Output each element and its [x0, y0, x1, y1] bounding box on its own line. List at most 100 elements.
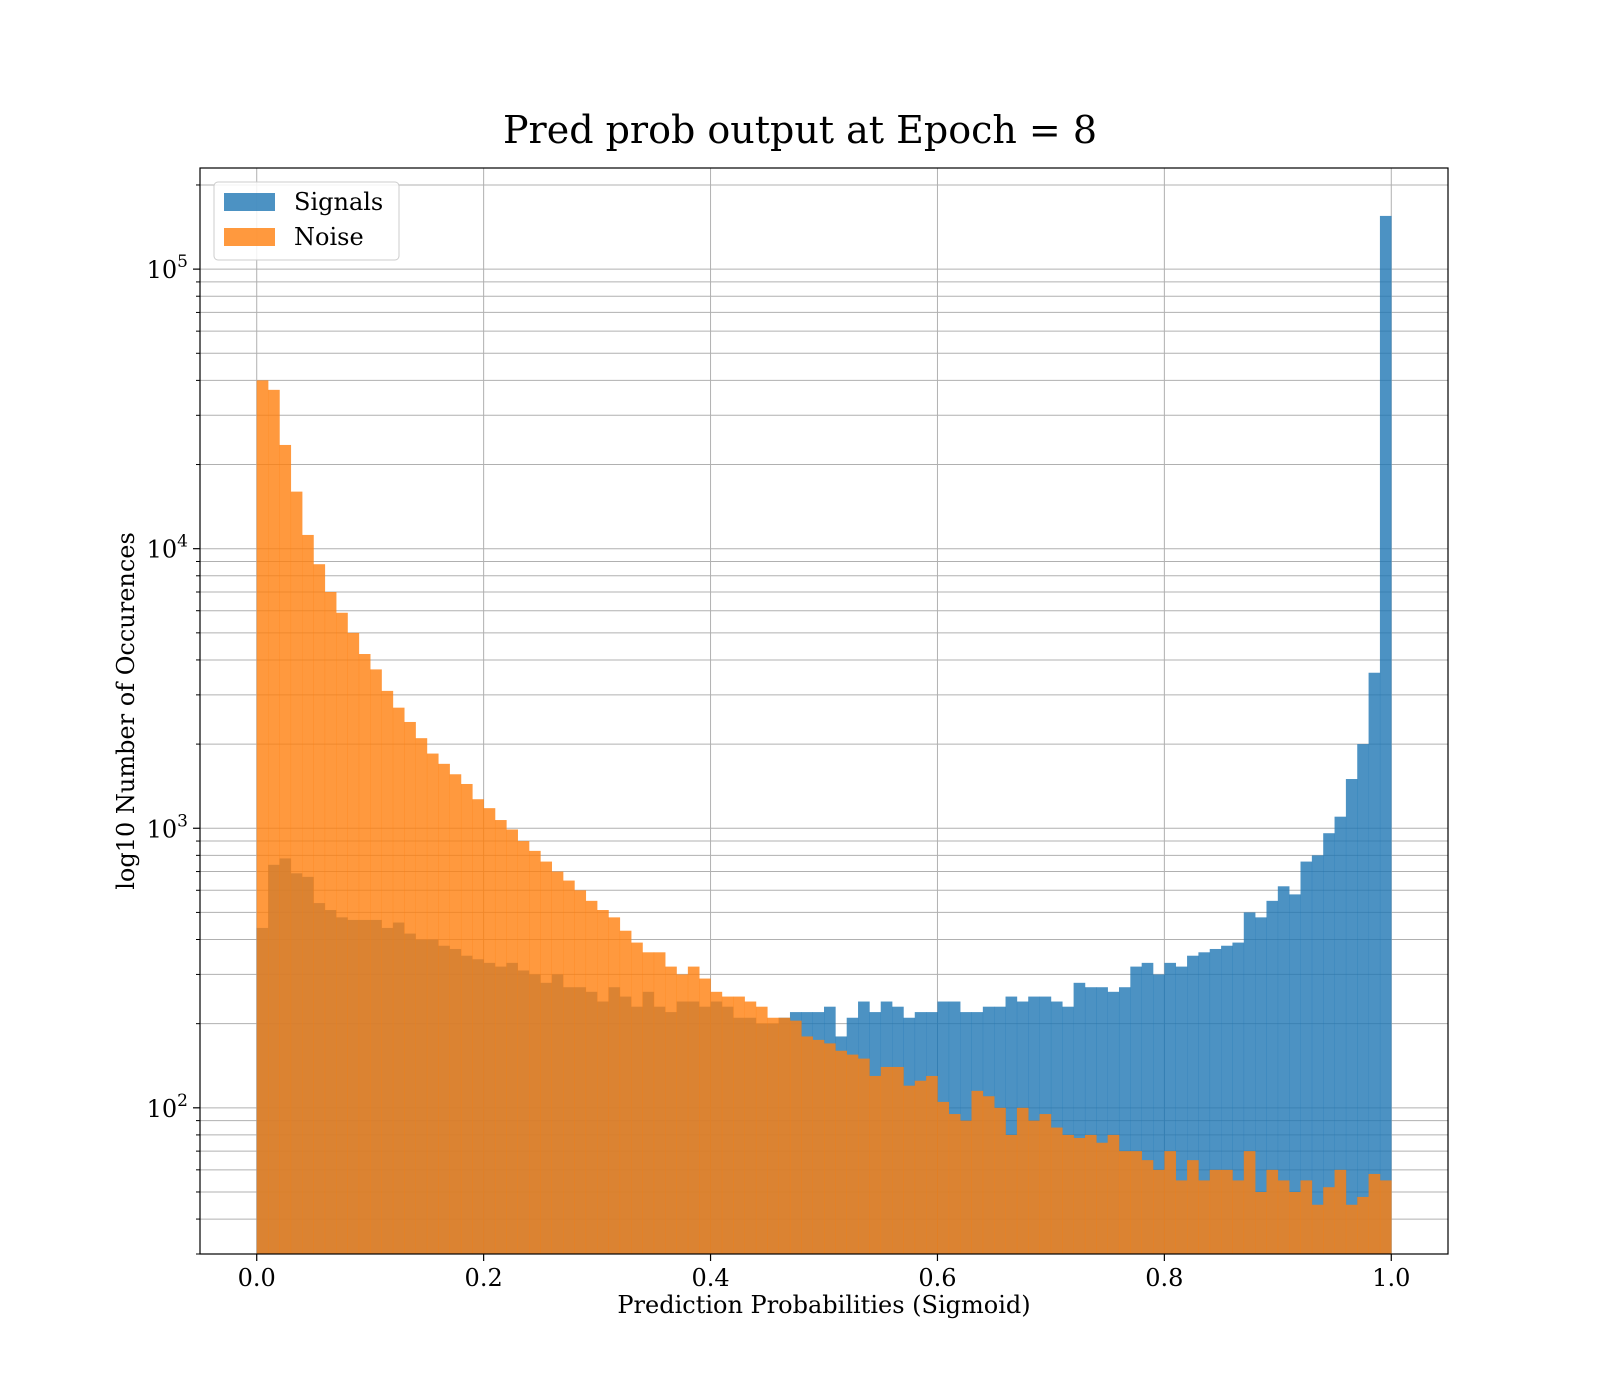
chart-title: Pred prob output at Epoch = 8: [503, 108, 1097, 152]
bar-noise: [1209, 1169, 1222, 1254]
legend-swatch-signals: [224, 193, 275, 211]
bar-signals: [1084, 987, 1097, 1254]
bar-noise: [1221, 1169, 1233, 1254]
bar-noise: [268, 389, 280, 1254]
x-tick-label: 0.0: [238, 1264, 276, 1292]
y-tick-label: 103: [147, 811, 188, 843]
bar-signals: [1300, 861, 1313, 1254]
bar-noise: [404, 721, 416, 1254]
bar-noise: [1164, 1151, 1177, 1254]
bar-noise: [608, 917, 621, 1254]
bar-noise: [1368, 1173, 1381, 1254]
bar-noise: [994, 1107, 1006, 1254]
bar-noise: [744, 1001, 757, 1254]
bar-signals: [1345, 779, 1358, 1254]
bar-noise: [778, 1017, 791, 1254]
bar-noise: [1016, 1107, 1029, 1254]
y-axis-label: log10 Number of Occurences: [112, 532, 140, 890]
bar-noise: [426, 753, 439, 1254]
bar-noise: [1357, 1196, 1369, 1254]
bar-noise: [835, 1050, 847, 1254]
bar-noise: [483, 808, 496, 1254]
bar-noise: [824, 1043, 836, 1254]
bar-noise: [1118, 1151, 1131, 1254]
bar-noise: [302, 534, 314, 1254]
bar-noise: [529, 850, 541, 1254]
bar-noise: [1323, 1187, 1335, 1254]
bar-signals: [1232, 942, 1245, 1254]
bar-noise: [710, 991, 723, 1254]
y-tick-label: 102: [147, 1091, 188, 1123]
bar-noise: [733, 996, 745, 1254]
bar-signals: [1187, 955, 1199, 1254]
bar-signals: [1198, 952, 1211, 1254]
bar-noise: [926, 1075, 938, 1254]
legend-swatch-noise: [224, 228, 275, 246]
bar-noise: [812, 1039, 825, 1254]
bar-signals: [1334, 816, 1347, 1254]
y-tick-label: 105: [147, 252, 188, 284]
bar-signals: [1323, 833, 1335, 1254]
axis-ticks: 0.0 0.2 0.4 0.6 0.8 1.0 102 103 104 105: [147, 184, 1410, 1292]
bar-noise: [1232, 1180, 1245, 1254]
bar-signals: [1130, 966, 1142, 1254]
bar-noise: [574, 890, 587, 1254]
bar-noise: [914, 1080, 927, 1254]
bar-noise: [767, 1017, 779, 1254]
bar-signals: [1289, 894, 1301, 1254]
series-noise: [256, 380, 1392, 1255]
bar-noise: [631, 942, 643, 1254]
x-tick-label: 1.0: [1372, 1264, 1410, 1292]
bar-noise: [1379, 1180, 1392, 1254]
bar-noise: [1005, 1134, 1018, 1254]
bar-noise: [336, 612, 348, 1254]
bar-signals: [1266, 900, 1279, 1254]
x-axis-label: Prediction Probabilities (Sigmoid): [617, 1291, 1030, 1319]
bar-noise: [801, 1036, 813, 1254]
bar-noise: [676, 974, 689, 1254]
bar-noise: [563, 880, 575, 1254]
bar-noise: [687, 966, 700, 1254]
bar-noise: [960, 1120, 972, 1254]
bar-signals: [1221, 945, 1233, 1254]
bar-signals: [1357, 744, 1369, 1254]
bar-noise: [506, 829, 518, 1254]
bar-noise: [472, 799, 484, 1254]
bar-noise: [324, 591, 337, 1254]
bar-noise: [290, 491, 303, 1255]
bar-noise: [1039, 1114, 1052, 1254]
legend: Signals Noise: [213, 181, 400, 261]
bar-signals: [1096, 987, 1108, 1254]
bar-signals: [1164, 962, 1177, 1254]
bar-signals: [1153, 974, 1165, 1254]
bar-noise: [1153, 1169, 1165, 1254]
bar-signals: [1255, 917, 1267, 1254]
bar-signals: [1118, 987, 1131, 1254]
bar-noise: [1266, 1169, 1279, 1254]
bar-noise: [313, 564, 326, 1254]
bar-noise: [982, 1096, 995, 1254]
bar-noise: [1198, 1180, 1211, 1254]
bar-noise: [1187, 1160, 1199, 1254]
bar-noise: [1073, 1137, 1086, 1254]
bar-noise: [381, 690, 394, 1254]
legend-label-signals: Signals: [294, 188, 383, 216]
bar-noise: [937, 1101, 950, 1254]
bar-noise: [256, 380, 269, 1254]
bar-noise: [619, 930, 632, 1254]
bar-noise: [449, 774, 462, 1254]
bar-noise: [858, 1058, 870, 1254]
bar-noise: [1300, 1180, 1313, 1254]
bar-signals: [1107, 991, 1120, 1254]
bar-noise: [1311, 1204, 1324, 1254]
bar-noise: [551, 871, 564, 1254]
bar-noise: [903, 1085, 916, 1254]
bar-signals: [1062, 1006, 1074, 1254]
bar-noise: [358, 654, 371, 1254]
bar-noise: [699, 978, 711, 1254]
bar-noise: [1334, 1169, 1347, 1254]
bar-noise: [665, 966, 677, 1254]
bar-noise: [1028, 1120, 1040, 1254]
x-tick-label: 0.6: [918, 1264, 956, 1292]
